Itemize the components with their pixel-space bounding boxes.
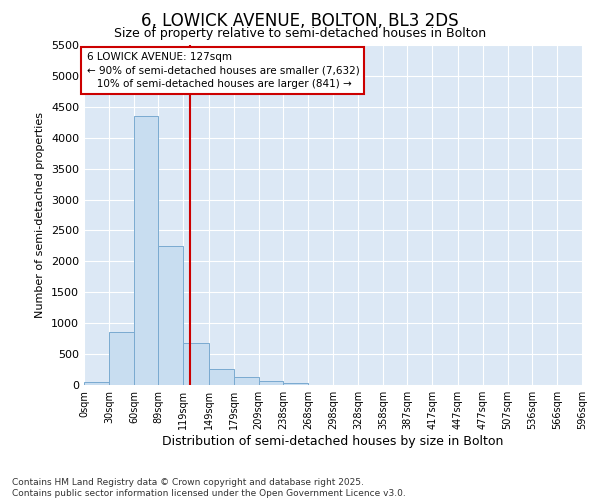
- Text: 6, LOWICK AVENUE, BOLTON, BL3 2DS: 6, LOWICK AVENUE, BOLTON, BL3 2DS: [141, 12, 459, 30]
- Bar: [233, 377, 259, 385]
- Bar: [134, 116, 158, 385]
- Bar: [283, 382, 308, 385]
- Y-axis label: Number of semi-detached properties: Number of semi-detached properties: [35, 112, 46, 318]
- Text: 6 LOWICK AVENUE: 127sqm
← 90% of semi-detached houses are smaller (7,632)
   10%: 6 LOWICK AVENUE: 127sqm ← 90% of semi-de…: [86, 52, 359, 89]
- Bar: [184, 343, 209, 385]
- Bar: [209, 369, 233, 385]
- Text: Size of property relative to semi-detached houses in Bolton: Size of property relative to semi-detach…: [114, 28, 486, 40]
- Bar: [158, 246, 184, 385]
- Bar: [84, 382, 109, 385]
- X-axis label: Distribution of semi-detached houses by size in Bolton: Distribution of semi-detached houses by …: [163, 435, 503, 448]
- Bar: [259, 380, 283, 385]
- Bar: [109, 332, 134, 385]
- Text: Contains HM Land Registry data © Crown copyright and database right 2025.
Contai: Contains HM Land Registry data © Crown c…: [12, 478, 406, 498]
